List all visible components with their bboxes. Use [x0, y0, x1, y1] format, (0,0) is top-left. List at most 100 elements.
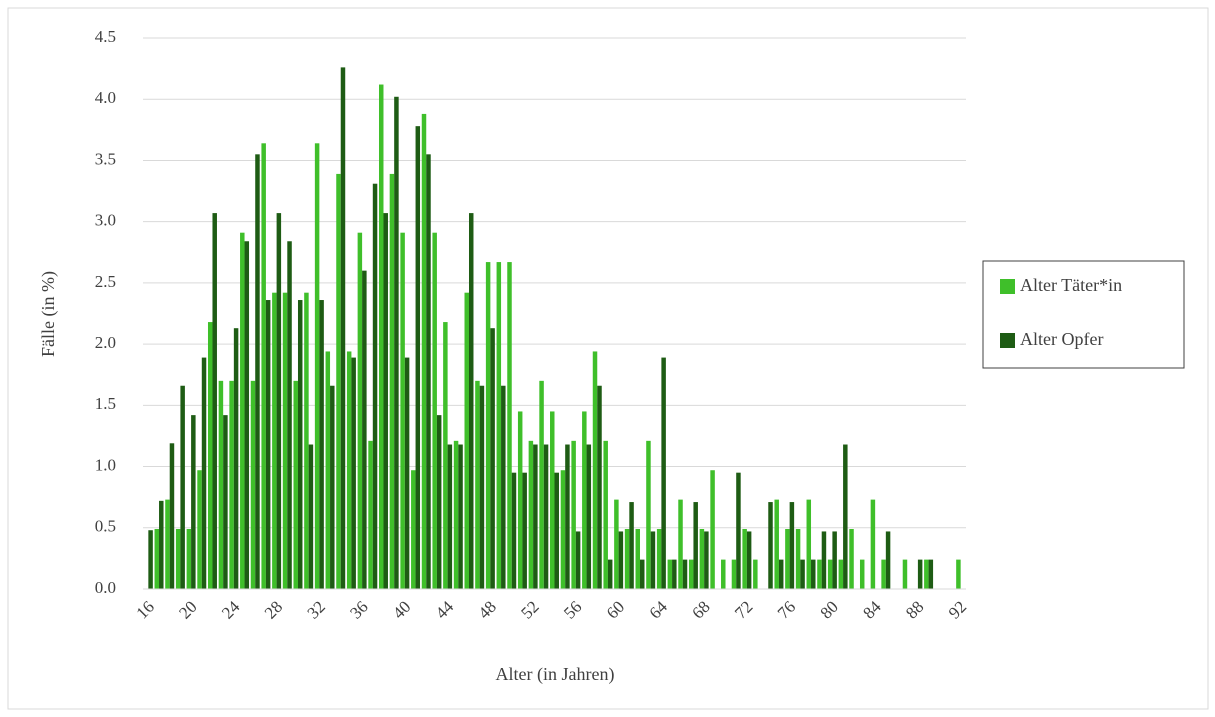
bar [667, 559, 673, 589]
bar [411, 470, 416, 589]
bar [468, 213, 474, 589]
bar [432, 232, 437, 590]
legend-swatch [1000, 333, 1015, 348]
y-tick-label: 3.0 [95, 211, 116, 230]
bar [624, 529, 630, 589]
bar [383, 213, 388, 589]
bar [368, 440, 373, 589]
bar [346, 351, 352, 589]
bar [710, 470, 715, 589]
bar [255, 154, 260, 590]
bar [778, 559, 784, 589]
bar [928, 559, 934, 589]
bar [688, 559, 694, 589]
bar [924, 559, 929, 589]
bar [811, 559, 816, 589]
bar [511, 472, 517, 589]
bar [821, 531, 827, 589]
bar [501, 385, 506, 589]
legend-label: Alter Opfer [1020, 329, 1103, 349]
bar [475, 380, 480, 589]
bar [244, 241, 250, 589]
bar [394, 96, 399, 590]
y-tick-label: 2.5 [95, 272, 116, 291]
bar [201, 357, 207, 589]
bar [785, 529, 790, 589]
bar [789, 502, 795, 589]
bar [721, 559, 726, 589]
y-tick-label: 0.5 [95, 517, 116, 536]
legend-swatch [1000, 279, 1015, 294]
bar [539, 380, 544, 589]
bar [175, 529, 181, 589]
bar [528, 440, 534, 589]
bar [330, 385, 335, 589]
bar [774, 499, 779, 589]
bar [180, 385, 185, 589]
legend-label: Alter Täter*in [1020, 275, 1122, 295]
y-tick-label: 1.5 [95, 394, 116, 413]
bar [336, 173, 341, 589]
bar [565, 444, 570, 589]
bar [753, 559, 758, 589]
bar [496, 262, 502, 589]
bar [325, 351, 331, 589]
bar [314, 143, 320, 589]
bar [640, 559, 645, 589]
bar [458, 444, 463, 589]
bar [293, 380, 298, 589]
bar [661, 357, 666, 589]
bar [646, 440, 651, 589]
bar [485, 262, 491, 589]
bar [704, 531, 709, 589]
bar [517, 411, 523, 589]
bar [838, 559, 844, 589]
x-axis-label: Alter (in Jahren) [496, 664, 615, 685]
bar [635, 529, 641, 589]
bar [362, 270, 367, 589]
bar [351, 357, 356, 589]
y-tick-label: 3.5 [95, 149, 116, 168]
y-tick-label: 4.5 [95, 27, 116, 46]
bar [265, 300, 271, 589]
bar [378, 84, 384, 589]
bar [650, 531, 656, 589]
bar [223, 415, 228, 589]
bar [357, 232, 363, 590]
bar [746, 531, 752, 589]
y-tick-label: 4.0 [95, 88, 116, 107]
bar [507, 262, 512, 589]
bar [832, 531, 837, 589]
bar [282, 292, 288, 589]
bar [447, 444, 453, 589]
bar [699, 529, 705, 589]
bar [597, 385, 602, 589]
bar [731, 559, 737, 589]
y-tick-label: 1.0 [95, 455, 116, 474]
bar [308, 444, 314, 589]
bar [276, 213, 282, 589]
bar [522, 472, 527, 589]
bar [571, 440, 576, 589]
bar [849, 529, 854, 589]
bar [304, 292, 309, 589]
bar [614, 499, 619, 589]
bar [603, 440, 608, 589]
bar [736, 472, 741, 589]
bar [340, 67, 346, 590]
bar [629, 502, 634, 589]
bar [415, 126, 421, 589]
bar [742, 529, 747, 589]
bar [678, 499, 683, 589]
bar [453, 440, 459, 589]
bar [656, 529, 662, 589]
bar [197, 470, 202, 589]
bar [956, 559, 961, 589]
bar [806, 499, 812, 589]
bar [250, 380, 256, 589]
bar [319, 300, 324, 589]
bar [917, 559, 923, 589]
bar [682, 559, 688, 589]
bar [533, 444, 538, 589]
